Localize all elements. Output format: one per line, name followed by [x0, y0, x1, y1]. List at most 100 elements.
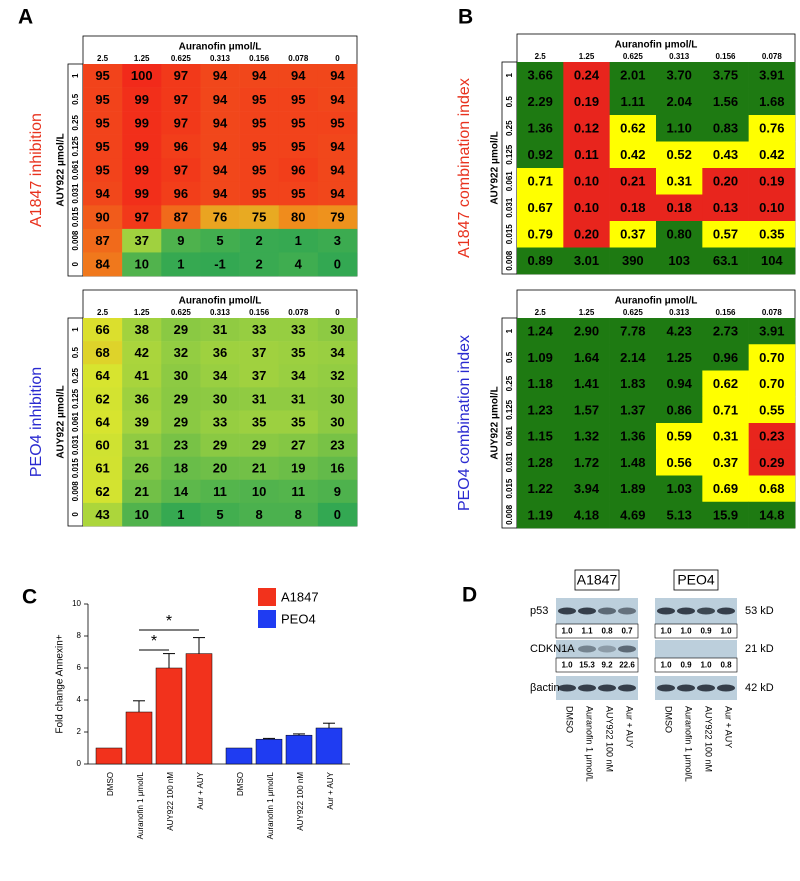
heat-cell	[748, 475, 796, 503]
heat-cell	[278, 252, 319, 277]
heat-cell	[517, 475, 564, 503]
cell-value: 10	[134, 507, 148, 522]
blot-band	[618, 607, 636, 615]
column-label: 0.156	[715, 52, 736, 61]
cell-value: 1.11	[621, 94, 646, 109]
cell-value: 97	[174, 92, 188, 107]
cell-value: 94	[213, 162, 228, 177]
heat-cell	[517, 370, 564, 398]
heat-cell	[317, 318, 358, 342]
size-label: 53 kD	[745, 605, 774, 617]
bar	[255, 738, 283, 765]
heat-cell	[702, 449, 749, 476]
row-label: 0.25	[505, 375, 514, 391]
cell-value: 34	[291, 368, 306, 383]
heat-cell	[748, 247, 796, 275]
heat-cell	[200, 410, 240, 434]
heat-cell	[317, 341, 358, 365]
cell-value: 21	[134, 484, 148, 499]
y-title: AUY922 μmol/L	[490, 131, 501, 204]
cell-value: 29	[213, 438, 227, 453]
quant-value: 0.9	[680, 661, 692, 670]
cell-value: 96	[174, 186, 188, 201]
column-label: 0.078	[762, 308, 783, 317]
cell-value: 1	[177, 507, 184, 522]
heat-cell	[239, 228, 280, 253]
row-label: 1	[505, 328, 514, 333]
heat-cell	[656, 168, 703, 195]
cell-value: 16	[330, 461, 344, 476]
heat-cell	[239, 364, 280, 388]
heat-cell	[317, 479, 358, 504]
cell-value: 4.23	[667, 324, 692, 339]
heat-cell	[609, 501, 657, 529]
heat-cell	[200, 502, 240, 527]
cell-value: 94	[213, 68, 228, 83]
heat-cell	[278, 205, 319, 230]
row-label: 0.061	[71, 159, 80, 180]
cell-value: 27	[291, 438, 305, 453]
cell-value: 30	[174, 368, 188, 383]
heat-cell	[609, 247, 657, 275]
cell-value: 2.04	[667, 94, 693, 109]
heat-cell	[83, 134, 123, 159]
cell-value: 0.10	[574, 200, 599, 215]
heat-cell	[83, 158, 123, 183]
cell-value: 94	[213, 139, 228, 154]
cell-value: 0.70	[759, 376, 784, 391]
heat-cell	[563, 115, 610, 142]
cell-value: 0.35	[759, 227, 784, 242]
heat-cell	[122, 410, 162, 434]
cell-value: 1.23	[528, 402, 553, 417]
row-label: 0.008	[505, 504, 514, 525]
x-tick-label: Aur + AUY	[196, 771, 205, 809]
cell-value: 0.55	[759, 402, 784, 417]
blot-band	[598, 684, 616, 692]
heat-cell	[656, 423, 703, 450]
heat-cell	[702, 221, 749, 248]
cell-value: 9	[177, 233, 184, 248]
heat-cell	[278, 318, 319, 342]
heat-cell	[517, 168, 564, 195]
cell-value: 0.92	[528, 147, 553, 162]
cell-value: 99	[134, 115, 148, 130]
heat-cell	[200, 252, 240, 277]
heat-cell	[278, 87, 319, 112]
heat-cell	[239, 158, 280, 183]
heat-cell	[748, 88, 796, 116]
column-label: 2.5	[535, 52, 547, 61]
heat-cell	[702, 88, 749, 116]
heat-cell	[122, 205, 162, 230]
cell-value: 4	[295, 257, 303, 272]
heat-cell	[748, 115, 796, 142]
heat-cell	[161, 228, 201, 253]
cell-value: 39	[134, 414, 148, 429]
y-tick-label: 10	[72, 599, 81, 608]
column-label: 0.156	[715, 308, 736, 317]
cell-value: 75	[252, 210, 266, 225]
heat-cell	[517, 344, 564, 371]
heat-cell	[609, 194, 657, 222]
heat-cell	[161, 364, 201, 388]
cell-value: 30	[213, 391, 227, 406]
heat-cell	[278, 502, 319, 527]
heat-cell	[317, 410, 358, 434]
heat-cell	[200, 387, 240, 411]
blot-band	[558, 684, 576, 692]
heat-cell	[656, 247, 703, 275]
cell-value: 41	[134, 368, 148, 383]
blot-band	[578, 684, 596, 692]
row-label: 1	[71, 327, 80, 332]
heat-cell	[122, 158, 162, 183]
heat-cell	[609, 168, 657, 195]
cell-value: 43	[95, 507, 109, 522]
cell-value: 68	[95, 345, 109, 360]
cell-value: 96	[291, 162, 305, 177]
cell-value: 35	[291, 414, 305, 429]
heat-cell	[702, 62, 749, 89]
heat-cell	[239, 111, 280, 135]
heat-cell	[517, 396, 564, 424]
row-label: 0.5	[71, 347, 80, 359]
heat-cell	[122, 181, 162, 206]
cell-value: 0.56	[667, 455, 692, 470]
